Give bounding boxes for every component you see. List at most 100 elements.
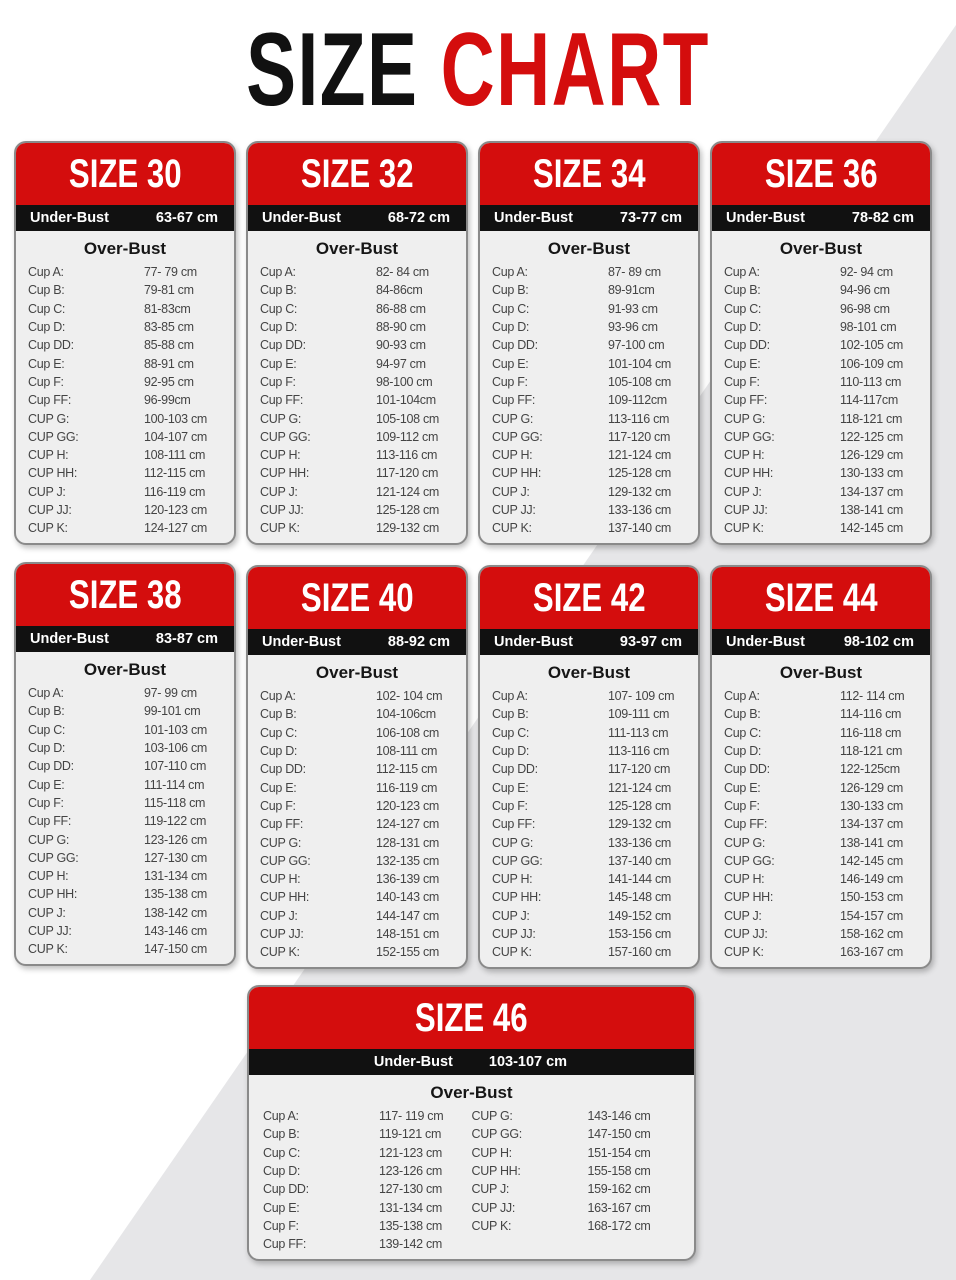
cup-row: CUP JJ: 158-162 cm bbox=[724, 925, 918, 943]
cup-label: CUP H: bbox=[28, 448, 69, 463]
cup-row: CUP G: 113-116 cm bbox=[492, 409, 686, 427]
cup-label: Cup FF: bbox=[260, 393, 304, 408]
cup-label: Cup E: bbox=[263, 1200, 300, 1215]
cup-row: Cup B: 79-81 cm bbox=[28, 281, 222, 299]
cup-row: Cup C: 86-88 cm bbox=[260, 300, 454, 318]
cup-label: CUP K: bbox=[260, 945, 300, 960]
cup-value: 121-124 cm bbox=[608, 780, 672, 795]
cup-row: Cup E: 131-134 cm bbox=[263, 1198, 472, 1216]
size-header: SIZE 38 bbox=[16, 564, 234, 626]
cup-label: CUP JJ: bbox=[28, 503, 72, 517]
cup-value: 154-157 cm bbox=[840, 908, 904, 923]
cup-row: Cup E: 106-109 cm bbox=[724, 354, 918, 372]
cup-list: Cup A: 97- 99 cm Cup B: 99-101 cm Cup C: 101-… bbox=[16, 684, 234, 964]
cup-value: 140-143 cm bbox=[376, 890, 440, 905]
cup-value: 124-127 cm bbox=[376, 817, 440, 832]
cup-row: Cup E: 101-104 cm bbox=[492, 354, 686, 372]
cup-value: 92- 94 cm bbox=[840, 265, 893, 280]
under-bust-value: 63-67 cm bbox=[155, 210, 218, 226]
cup-label: Cup E: bbox=[260, 356, 297, 371]
cup-row: Cup A: 107- 109 cm bbox=[492, 687, 686, 705]
under-bust-band: Under-Bust 93-97 cm bbox=[480, 629, 698, 655]
cup-value: 125-128 cm bbox=[608, 466, 672, 481]
cup-label: Cup E: bbox=[28, 356, 65, 371]
cup-value: 134-137 cm bbox=[840, 817, 904, 832]
under-bust-value: 103-107 cm bbox=[488, 1054, 568, 1070]
cup-label: Cup D: bbox=[724, 744, 762, 759]
cup-row: CUP H: 136-139 cm bbox=[260, 870, 454, 888]
cup-list: Cup A: 92- 94 cm Cup B: 94-96 cm Cup C: 96-98… bbox=[712, 263, 930, 543]
cup-label: Cup C: bbox=[492, 301, 530, 316]
cup-value: 94-97 cm bbox=[376, 356, 426, 371]
cup-label: Cup DD: bbox=[492, 762, 538, 777]
cup-value: 88-90 cm bbox=[376, 320, 426, 335]
cup-label: Cup FF: bbox=[28, 393, 72, 408]
cup-row: Cup B: 114-116 cm bbox=[724, 705, 918, 723]
size-card: SIZE 32 Under-Bust 68-72 cm Over-Bust Cup A:… bbox=[246, 141, 468, 546]
cup-value: 87- 89 cm bbox=[608, 265, 661, 280]
cup-row: Cup FF: 129-132 cm bbox=[492, 815, 686, 833]
cup-value: 143-146 cm bbox=[587, 1109, 651, 1124]
cup-label: Cup E: bbox=[492, 356, 529, 371]
cup-row: CUP H: 108-111 cm bbox=[28, 446, 222, 464]
cup-row: Cup B: 119-121 cm bbox=[263, 1125, 472, 1143]
cup-row: Cup D: 103-106 cm bbox=[28, 739, 222, 757]
cup-row: Cup FF: 119-122 cm bbox=[28, 812, 222, 830]
over-bust-heading: Over-Bust bbox=[315, 239, 399, 258]
cup-row: Cup DD: 122-125cm bbox=[724, 760, 918, 778]
cup-row: CUP HH: 135-138 cm bbox=[28, 885, 222, 903]
size-header: SIZE 30 bbox=[16, 143, 234, 205]
cup-value: 118-121 cm bbox=[840, 411, 903, 426]
cup-value: 116-118 cm bbox=[840, 725, 902, 740]
cup-value: 121-124 cm bbox=[376, 484, 440, 499]
cup-row: CUP GG: 104-107 cm bbox=[28, 428, 222, 446]
cup-row: CUP K: 147-150 cm bbox=[28, 940, 222, 958]
under-bust-value: 98-102 cm bbox=[843, 634, 914, 650]
cup-row: Cup F: 120-123 cm bbox=[260, 797, 454, 815]
cup-column: Cup A: 117- 119 cm Cup B: 119-121 cm Cup C: 1… bbox=[263, 1107, 472, 1253]
cup-value: 157-160 cm bbox=[608, 945, 672, 960]
cup-label: CUP K: bbox=[471, 1218, 512, 1233]
cup-value: 126-129 cm bbox=[840, 448, 904, 463]
cup-row: Cup A: 77- 79 cm bbox=[28, 263, 222, 281]
cup-value: 90-93 cm bbox=[376, 338, 426, 353]
cup-label: Cup B: bbox=[492, 707, 529, 722]
cup-row: CUP GG: 109-112 cm bbox=[260, 428, 454, 446]
over-bust-heading: Over-Bust bbox=[547, 239, 631, 258]
cup-row: CUP K: 129-132 cm bbox=[260, 519, 454, 537]
cup-label: Cup A: bbox=[492, 689, 528, 704]
cup-label: CUP J: bbox=[260, 484, 298, 499]
cup-label: CUP G: bbox=[260, 411, 302, 426]
cup-value: 155-158 cm bbox=[587, 1164, 651, 1179]
size-name: SIZE 32 bbox=[300, 151, 414, 196]
cup-label: CUP H: bbox=[492, 872, 533, 887]
over-bust-heading: Over-Bust bbox=[779, 663, 863, 682]
cup-value: 116-119 cm bbox=[376, 780, 438, 795]
cup-value: 116-119 cm bbox=[144, 484, 206, 499]
over-bust-heading: Over-Bust bbox=[315, 663, 399, 682]
cup-value: 110-113 cm bbox=[840, 374, 902, 389]
cup-label: CUP JJ: bbox=[724, 927, 768, 941]
size-card: SIZE 40 Under-Bust 88-92 cm Over-Bust Cup A:… bbox=[246, 565, 468, 970]
under-bust-value: 83-87 cm bbox=[155, 631, 218, 647]
cup-row: Cup E: 116-119 cm bbox=[260, 778, 454, 796]
cup-label: Cup B: bbox=[260, 283, 297, 298]
cup-row: CUP H: 126-129 cm bbox=[724, 446, 918, 464]
cup-value: 147-150 cm bbox=[587, 1127, 651, 1142]
cup-row: CUP K: 157-160 cm bbox=[492, 943, 686, 961]
cup-row: CUP G: 100-103 cm bbox=[28, 409, 222, 427]
cup-label: Cup E: bbox=[28, 777, 65, 792]
cup-row: Cup DD: 117-120 cm bbox=[492, 760, 686, 778]
cup-value: 133-136 cm bbox=[608, 835, 672, 850]
cup-row: CUP JJ: 148-151 cm bbox=[260, 925, 454, 943]
cup-row: CUP K: 142-145 cm bbox=[724, 519, 918, 537]
cup-label: CUP GG: bbox=[492, 853, 543, 868]
cup-row: Cup A: 92- 94 cm bbox=[724, 263, 918, 281]
cup-label: Cup B: bbox=[260, 707, 297, 722]
cup-value: 114-116 cm bbox=[840, 707, 902, 722]
cup-label: Cup B: bbox=[28, 704, 65, 719]
cup-value: 122-125cm bbox=[840, 762, 900, 777]
cup-row: Cup DD: 107-110 cm bbox=[28, 757, 222, 775]
cup-row: Cup FF: 114-117cm bbox=[724, 391, 918, 409]
cup-row: CUP GG: 117-120 cm bbox=[492, 428, 686, 446]
